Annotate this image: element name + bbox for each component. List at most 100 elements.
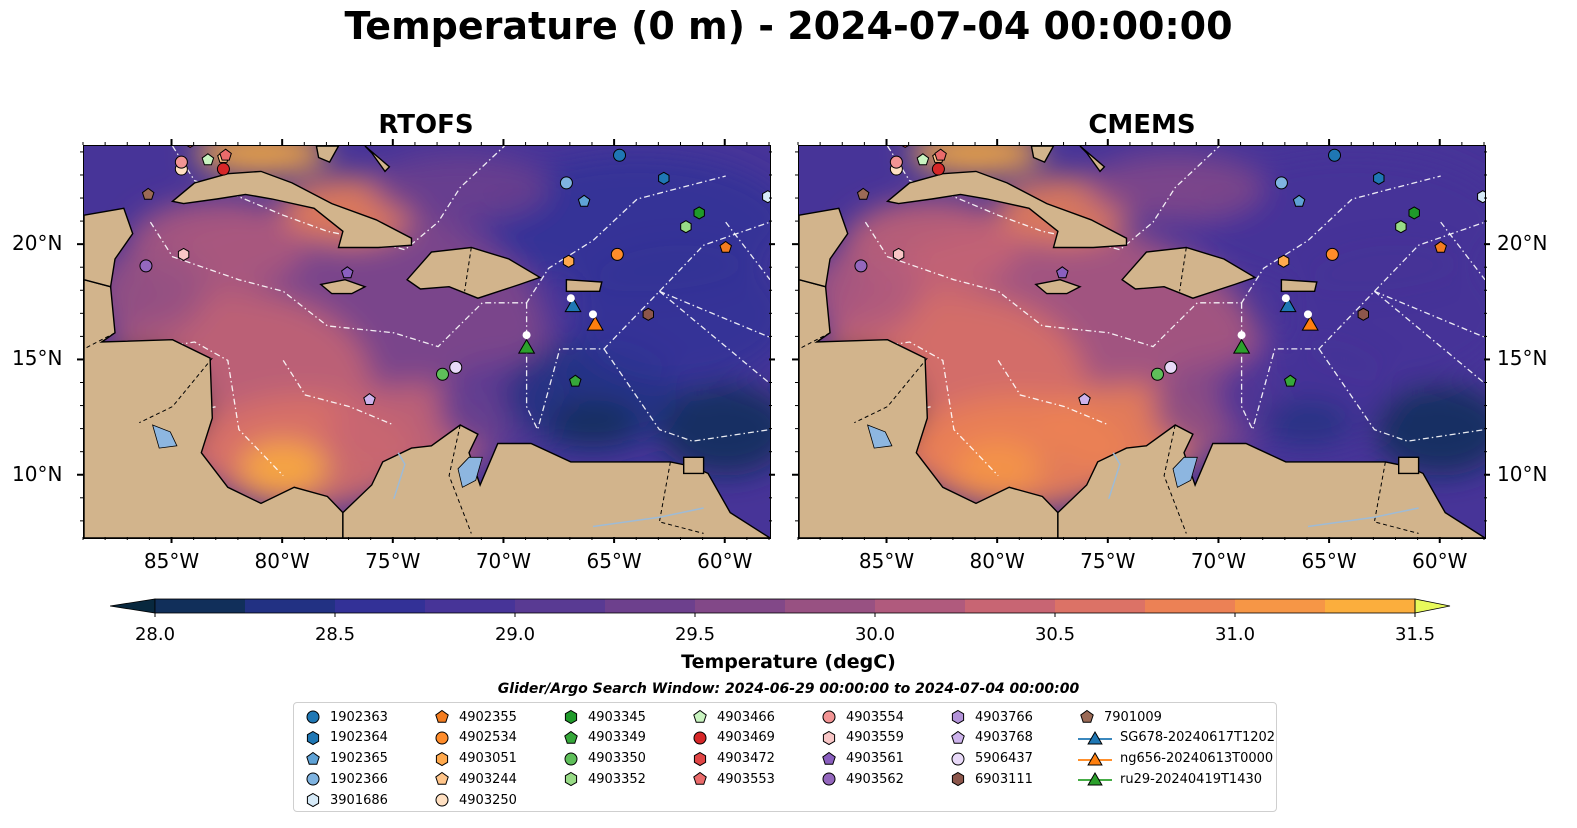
eez-boundary [659, 290, 770, 338]
map-axes [77, 139, 1490, 543]
lon-label: 60°W [697, 549, 753, 573]
legend-marker-icon [1078, 751, 1112, 766]
legend-label: 4903350 [588, 751, 646, 767]
lat-label-left: 20°N [12, 231, 63, 256]
legend-item: 4903469 [691, 728, 775, 748]
legend-item: 1902365 [304, 749, 388, 769]
land-cmems [799, 146, 1485, 538]
colorbar-tick-label: 28.0 [134, 624, 176, 645]
legend-label: 7901009 [1104, 709, 1162, 725]
station-marker [517, 338, 536, 354]
legend-marker-icon [822, 751, 836, 765]
colorbar-tick-label: 29.5 [674, 624, 716, 645]
landmass-southAmerica [1057, 424, 1485, 538]
legend-item: 4903562 [820, 769, 904, 789]
station-marker [901, 146, 909, 148]
legend-item: 4903250 [433, 790, 517, 810]
search-window-text: Glider/Argo Search Window: 2024-06-29 00… [497, 681, 1080, 697]
legend-item: 4903349 [562, 728, 646, 748]
landmass-yucatan [84, 207, 134, 288]
map-panel-rtofs[interactable] [83, 145, 771, 539]
legend-item: 7901009 [1078, 707, 1162, 727]
legend-marker-icon [306, 751, 320, 765]
legend-label: 4903768 [975, 730, 1033, 746]
station-marker [435, 367, 449, 381]
legend-marker-icon [693, 751, 707, 766]
legend-item: 5906437 [949, 749, 1033, 769]
legend-marker-icon [693, 731, 707, 745]
station-marker [1277, 254, 1290, 268]
legend-label: 4902534 [459, 730, 517, 746]
station-marker [1150, 367, 1164, 381]
country-border [1179, 247, 1187, 292]
station-marker [1328, 148, 1342, 162]
station-marker [177, 247, 190, 261]
station-marker [892, 247, 905, 261]
colorbar-bin [875, 599, 966, 613]
station-marker [1373, 171, 1385, 185]
map-svg-rtofs [84, 146, 770, 538]
colorbar-tick-label: 28.5 [314, 624, 356, 645]
colorbar-extend-low [110, 598, 156, 614]
colorbar-bin [965, 599, 1056, 613]
legend-item: 4903244 [433, 769, 517, 789]
station-marker [569, 374, 582, 387]
lat-label-left: 10°N [12, 461, 63, 486]
legend-label: 4903466 [717, 709, 775, 725]
station-marker [1232, 338, 1251, 354]
station-marker [856, 187, 870, 200]
landmass-bahamas2 [364, 146, 391, 173]
panel-title-cmems: CMEMS [1088, 110, 1196, 140]
map-panel-cmems[interactable] [798, 145, 1486, 539]
lon-label: 80°W [969, 549, 1025, 573]
eez-boundary [1374, 290, 1485, 338]
station-marker [1408, 206, 1420, 220]
colorbar-label: Temperature (degC) [681, 651, 896, 673]
station-marker [139, 259, 153, 273]
colorbar-extend-high [1414, 598, 1451, 614]
station-marker [610, 247, 624, 261]
landmass-jamaica [319, 278, 367, 295]
station-marker [216, 162, 230, 176]
landmass-lakeMaracaibo [457, 456, 483, 488]
legend-marker-icon [951, 709, 965, 725]
landmass-trinidad [1398, 456, 1420, 475]
eez-boundary [149, 175, 726, 348]
colorbar-bin [425, 599, 516, 613]
country-border [1163, 424, 1187, 534]
river [1307, 507, 1419, 528]
glider-track-point [1237, 331, 1246, 340]
legend-marker-icon [306, 730, 320, 745]
legend-marker-icon [951, 730, 965, 744]
legend-label: 1902364 [330, 730, 388, 746]
eez-boundary [1373, 290, 1485, 384]
legend-marker-icon [951, 772, 965, 787]
glider-track-point [522, 331, 531, 340]
legend-marker-icon [564, 709, 578, 725]
station-marker [1274, 176, 1288, 190]
legend-label: 4903562 [846, 771, 904, 787]
landmass-jamaica [1034, 278, 1082, 295]
legend-label: 5906437 [975, 751, 1033, 767]
legend-label: SG678-20240617T1202 [1120, 730, 1276, 746]
station-marker [219, 148, 232, 161]
lon-label: 80°W [254, 549, 310, 573]
legend-marker-icon [306, 710, 320, 724]
lon-label: 85°W [858, 549, 915, 573]
station-marker [719, 240, 732, 253]
legend-item: 1902364 [304, 728, 388, 748]
legend-marker-icon [435, 751, 449, 766]
colorbar-bin [785, 599, 876, 613]
legend-item: 4903559 [820, 728, 904, 748]
station-marker [762, 190, 770, 204]
legend-item: 1902363 [304, 707, 388, 727]
country-border [448, 424, 472, 534]
station-marker [889, 155, 903, 169]
colorbar-bin [245, 599, 336, 613]
eez-boundary [1318, 348, 1485, 442]
lon-label: 85°W [143, 549, 200, 573]
station-marker [1434, 240, 1447, 253]
legend-item: 4903554 [820, 707, 904, 727]
legend-label: 4903554 [846, 709, 904, 725]
legend-label: 4903559 [846, 730, 904, 746]
